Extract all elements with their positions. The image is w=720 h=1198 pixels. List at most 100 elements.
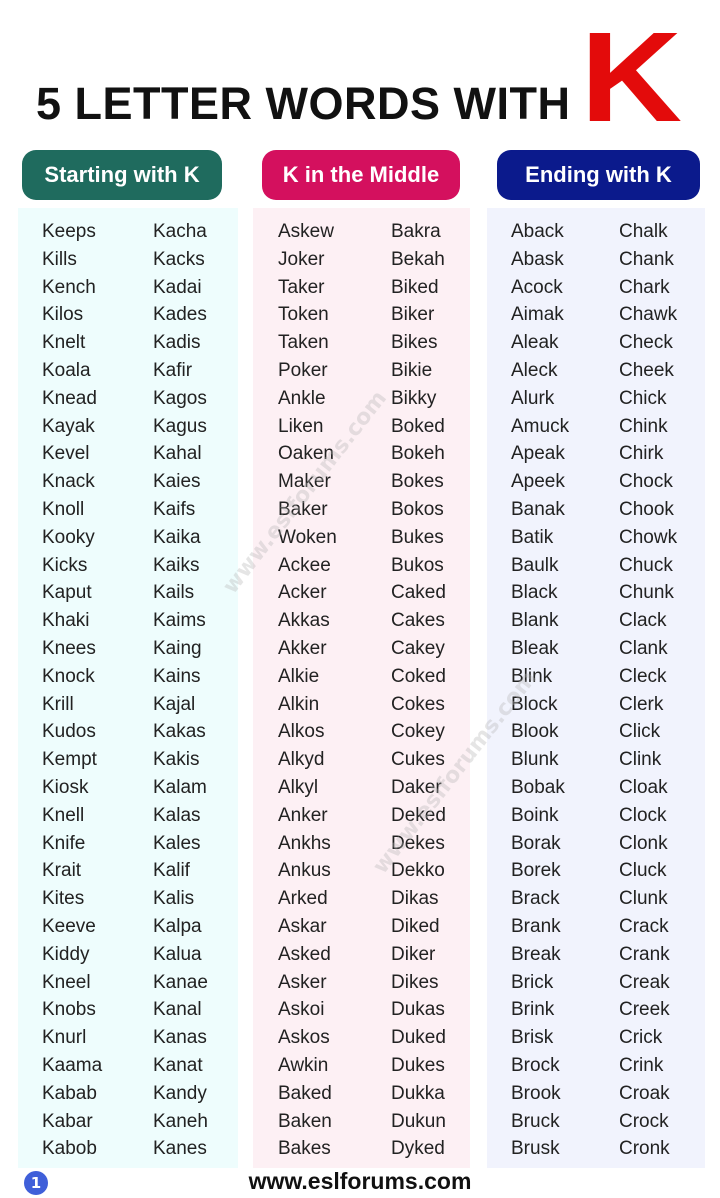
word-column: Keeps Kills Kench Kilos Knelt Koala Knead Kayak… <box>42 218 102 1163</box>
word: Kills <box>42 248 77 270</box>
word: Dekko <box>391 860 445 882</box>
word: Biked <box>391 276 439 298</box>
word: Baked <box>278 1082 332 1104</box>
word: Bakes <box>278 1138 331 1160</box>
word: Poker <box>278 359 328 381</box>
word: Kevel <box>42 443 90 465</box>
word: Chook <box>619 498 674 520</box>
word: Kabob <box>42 1138 97 1160</box>
word: Kempt <box>42 749 97 771</box>
word-column: Kacha Kacks Kadai Kades Kadis Kafir Kagos Kagus… <box>153 218 208 1163</box>
word: Chirk <box>619 443 664 465</box>
word: Token <box>278 304 329 326</box>
panel-starting: Keeps Kills Kench Kilos Knelt Koala Knead Kayak… <box>18 208 238 1168</box>
word: Chick <box>619 387 667 409</box>
word: Cleck <box>619 665 667 687</box>
word: Cokes <box>391 693 445 715</box>
word: Baulk <box>511 554 559 576</box>
word: Cloak <box>619 776 668 798</box>
word: Bukes <box>391 526 444 548</box>
word: Kayak <box>42 415 95 437</box>
word: Kacks <box>153 248 205 270</box>
word: Clerk <box>619 693 664 715</box>
word: Kadai <box>153 276 202 298</box>
word: Aleak <box>511 332 559 354</box>
word: Kicks <box>42 554 88 576</box>
word: Bekah <box>391 248 445 270</box>
word: Bokes <box>391 471 444 493</box>
word: Asker <box>278 971 327 993</box>
word: Borak <box>511 832 561 854</box>
word: Baken <box>278 1110 332 1132</box>
panel-ending: Aback Abask Acock Aimak Aleak Aleck Alurk Amuck… <box>487 208 705 1168</box>
word: Clonk <box>619 832 668 854</box>
footer-url: www.eslforums.com <box>248 1168 472 1194</box>
word: Askew <box>278 221 334 242</box>
word: Clock <box>619 804 667 826</box>
word: Duked <box>391 1027 446 1049</box>
word: Taken <box>278 332 329 354</box>
word: Cluck <box>619 860 667 882</box>
word: Kails <box>153 582 195 604</box>
word: Chuck <box>619 554 673 576</box>
word: Alkyd <box>278 749 325 771</box>
word: Dikas <box>391 888 439 910</box>
word: Chark <box>619 276 670 298</box>
word: Dekes <box>391 832 445 854</box>
word: Brock <box>511 1054 560 1076</box>
header-starting-with-k: Starting with K <box>22 150 222 200</box>
word: Bokos <box>391 498 444 520</box>
word: Crank <box>619 943 670 965</box>
word: Dukka <box>391 1082 445 1104</box>
word: Kakis <box>153 749 200 771</box>
word: Ankhs <box>278 832 331 854</box>
word: Blink <box>511 665 553 687</box>
word: Borek <box>511 860 561 882</box>
word: Krill <box>42 693 74 715</box>
word: Crink <box>619 1054 664 1076</box>
word: Chock <box>619 471 673 493</box>
word: Knack <box>42 471 95 493</box>
word: Dyked <box>391 1138 445 1160</box>
word: Coked <box>391 665 446 687</box>
word: Kalam <box>153 776 207 798</box>
word: Chank <box>619 248 674 270</box>
word: Dukun <box>391 1110 446 1132</box>
word: Diker <box>391 943 436 965</box>
word: Cokey <box>391 721 445 743</box>
word-column: Chalk Chank Chark Chawk Check Cheek Chick Chink… <box>619 218 677 1163</box>
word: Kaput <box>42 582 92 604</box>
word: Kooky <box>42 526 95 548</box>
word: Brink <box>511 999 555 1021</box>
word: Daker <box>391 776 442 798</box>
word: Kaies <box>153 471 201 493</box>
page-title: 5 LETTER WORDS WITH <box>36 78 571 129</box>
word: Knock <box>42 665 95 687</box>
word: Awkin <box>278 1054 329 1076</box>
word: Cukes <box>391 749 445 771</box>
word: Dukas <box>391 999 445 1021</box>
word: Blank <box>511 610 559 632</box>
word: Liken <box>278 415 324 437</box>
word: Abask <box>511 248 564 270</box>
word: Acock <box>511 276 563 298</box>
word: Knelt <box>42 332 86 354</box>
word: Brank <box>511 915 561 937</box>
word: Brusk <box>511 1138 560 1160</box>
word: Khaki <box>42 610 90 632</box>
word: Taker <box>278 276 325 298</box>
word: Kanas <box>153 1027 207 1049</box>
word: Kalif <box>153 860 190 882</box>
word: Click <box>619 721 661 743</box>
word: Alkyl <box>278 776 319 798</box>
word: Kaims <box>153 610 206 632</box>
word: Cakey <box>391 637 445 659</box>
word: Brack <box>511 888 560 910</box>
word: Boked <box>391 415 445 437</box>
word: Ankus <box>278 860 331 882</box>
word: Bukos <box>391 554 444 576</box>
word: Kilos <box>42 304 84 326</box>
word: Cheek <box>619 359 674 381</box>
word: Kanes <box>153 1138 207 1160</box>
word: Apeak <box>511 443 565 465</box>
